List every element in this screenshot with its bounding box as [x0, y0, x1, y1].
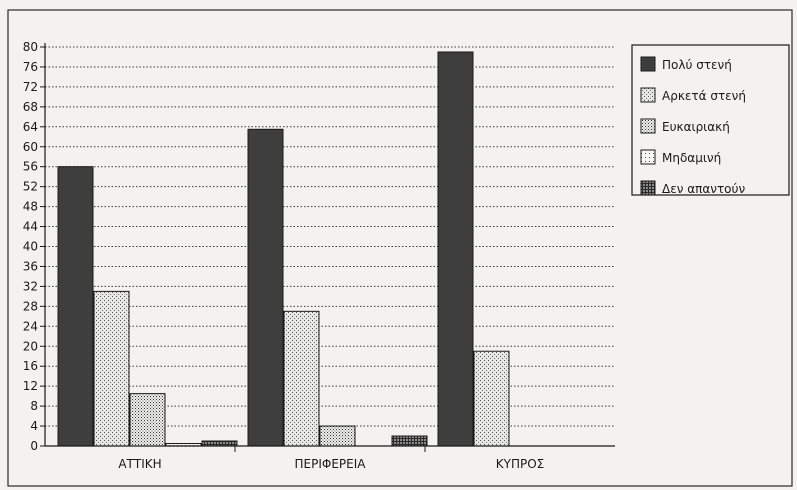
legend-label: Μηδαμινή: [662, 151, 721, 165]
y-tick-label: 60: [23, 140, 38, 154]
legend-swatch: [640, 149, 656, 165]
y-tick-label: 28: [23, 299, 38, 313]
legend-box: [631, 44, 790, 196]
y-tick-label: 64: [23, 120, 38, 134]
y-tick-label: 16: [23, 359, 38, 373]
x-category-label: ΑΤΤΙΚΗ: [118, 457, 161, 471]
legend-label: Δεν απαντούν: [662, 182, 745, 196]
y-tick-label: 4: [30, 419, 38, 433]
y-tick-label: 56: [23, 160, 38, 174]
bar-2-3: [473, 350, 510, 447]
bar-3-1: [129, 393, 166, 447]
x-category-label: ΚΥΠΡΟΣ: [496, 457, 545, 471]
y-tick-label: 76: [23, 60, 38, 74]
legend-swatch: [640, 56, 656, 72]
legend-label: Πολύ στενή: [662, 58, 732, 72]
bars: [57, 51, 510, 447]
gridlines: [45, 46, 615, 427]
y-tick-label: 36: [23, 259, 38, 273]
axes: [44, 43, 615, 447]
y-tick-label: 8: [30, 399, 38, 413]
y-tick-label: 52: [23, 180, 38, 194]
bar-5-1: [201, 440, 238, 447]
bar-3-2: [319, 425, 356, 447]
bar-2-2: [283, 310, 320, 447]
legend-label: Αρκετά στενή: [662, 89, 746, 103]
legend-swatch: [640, 180, 656, 196]
y-tick-label: 48: [23, 200, 38, 214]
y-tick-label: 32: [23, 279, 38, 293]
bar-1-1: [57, 166, 94, 447]
x-axis-ticks: ΑΤΤΙΚΗ ΠΕΡΙΦΕΡΕΙΑ ΚΥΠΡΟΣ: [118, 446, 544, 471]
chart-frame: [7, 9, 793, 487]
y-tick-label: 68: [23, 100, 38, 114]
bar-5-2: [391, 435, 428, 447]
y-tick-label: 80: [23, 40, 38, 54]
y-tick-label: 44: [23, 220, 38, 234]
y-tick-label: 0: [30, 439, 38, 453]
y-tick-label: 40: [23, 240, 38, 254]
y-tick-label: 20: [23, 339, 38, 353]
bar-1-3: [437, 51, 474, 447]
y-tick-label: 12: [23, 379, 38, 393]
bar-2-1: [93, 290, 130, 447]
y-tick-label: 72: [23, 80, 38, 94]
x-category-label: ΠΕΡΙΦΕΡΕΙΑ: [295, 457, 367, 471]
bar-1-2: [247, 128, 284, 447]
y-tick-label: 24: [23, 319, 38, 333]
legend-swatch: [640, 87, 656, 103]
legend-label: Ευκαιριακή: [662, 120, 730, 134]
legend-swatch: [640, 118, 656, 134]
legend: Πολύ στενή Αρκετά στενή Ευκαιριακή Μηδαμινή…: [631, 44, 790, 196]
